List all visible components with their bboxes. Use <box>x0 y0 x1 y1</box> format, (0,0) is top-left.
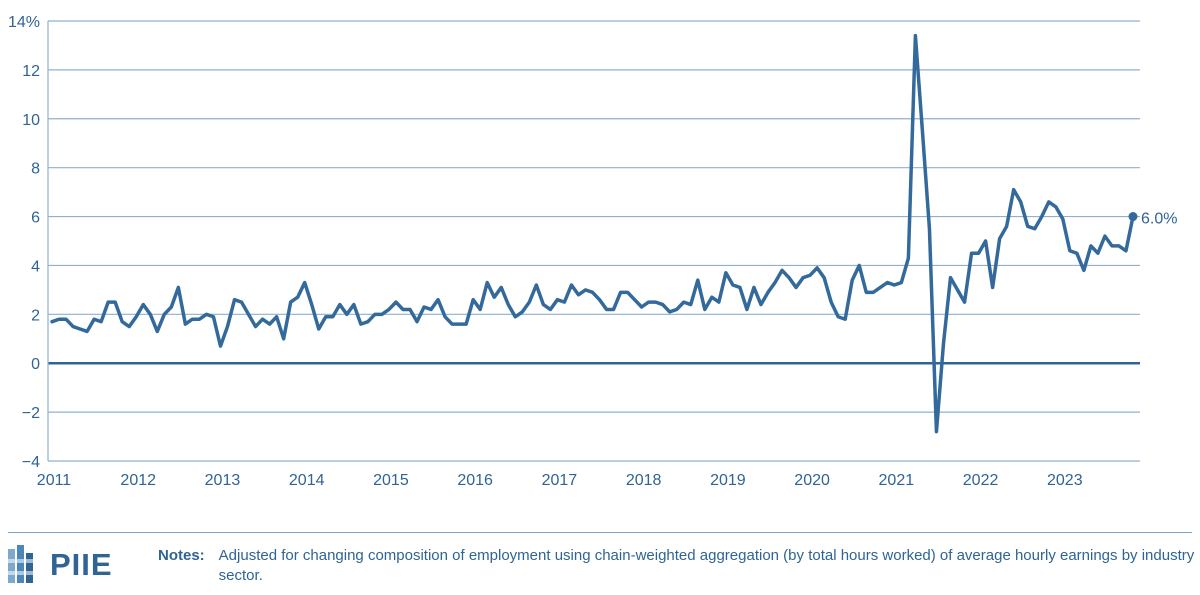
x-tick-label: 2019 <box>710 472 746 489</box>
end-point-marker <box>1128 212 1138 222</box>
y-tick-label: 2 <box>31 307 40 324</box>
piie-logo: PIIE <box>8 545 113 585</box>
x-tick-label: 2014 <box>289 472 325 489</box>
logo-text: PIIE <box>50 547 113 582</box>
x-tick-label: 2022 <box>963 472 999 489</box>
x-tick-label: 2016 <box>457 472 493 489</box>
x-tick-label: 2017 <box>542 472 578 489</box>
x-tick-label: 2012 <box>120 472 156 489</box>
series-line <box>50 33 1135 434</box>
x-tick-label: 2021 <box>879 472 915 489</box>
x-tick-label: 2015 <box>373 472 409 489</box>
x-tick-label: 2018 <box>626 472 662 489</box>
y-tick-label: 10 <box>22 112 40 129</box>
x-tick-label: 2011 <box>37 472 72 489</box>
notes-text: Adjusted for changing composition of emp… <box>218 547 1195 584</box>
y-tick-label: −2 <box>22 405 40 422</box>
notes-label: Notes: <box>158 547 205 564</box>
y-tick-label: 8 <box>31 161 40 178</box>
footer-divider <box>8 532 1192 533</box>
y-axis-tick-labels: −4 −2 0 2 4 6 8 10 12 14% <box>8 14 40 471</box>
y-tick-label: 12 <box>22 63 40 80</box>
y-tick-label: 4 <box>31 258 40 275</box>
y-tick-label: 6 <box>31 210 40 227</box>
chart-notes: Notes: Adjusted for changing composition… <box>158 546 1198 586</box>
y-tick-label: 14% <box>8 14 40 31</box>
x-tick-label: 2013 <box>205 472 241 489</box>
y-tick-label: 0 <box>31 356 40 373</box>
x-axis-tick-labels: 2011 2012 2013 2014 2015 2016 2017 2018 2019 2020… <box>37 472 1083 489</box>
gridlines <box>47 20 1140 462</box>
x-tick-label: 2023 <box>1047 472 1083 489</box>
y-tick-label: −4 <box>22 454 40 471</box>
end-value-label: 6.0% <box>1141 211 1177 228</box>
piie-logo-mark-icon <box>8 545 38 583</box>
x-tick-label: 2020 <box>794 472 830 489</box>
